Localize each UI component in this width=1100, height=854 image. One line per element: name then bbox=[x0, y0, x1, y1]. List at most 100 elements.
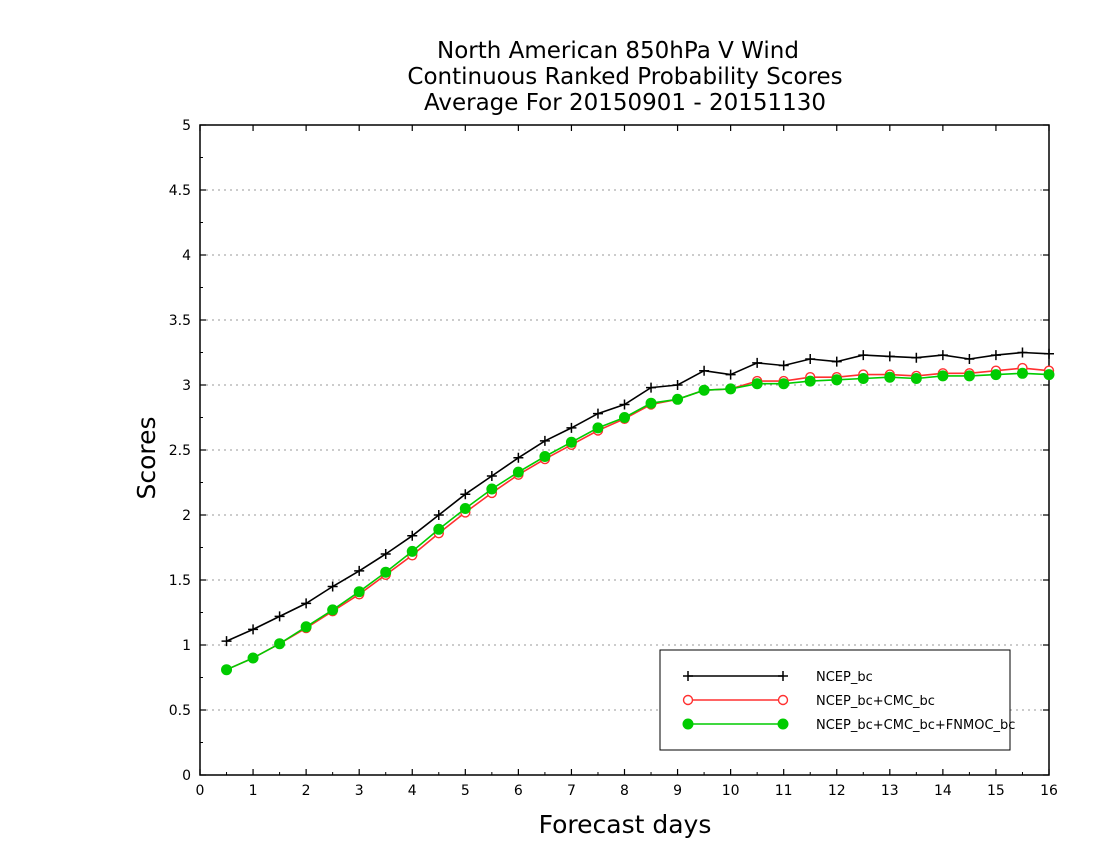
x-axis: 0 1 2 3 4 5 6 7 8 9 10 11 12 13 14 15 16 bbox=[196, 125, 1058, 799]
x-tick-label: 9 bbox=[673, 783, 682, 799]
data-point bbox=[963, 370, 975, 382]
data-point bbox=[512, 466, 524, 478]
data-point bbox=[460, 489, 471, 500]
x-tick-label: 15 bbox=[987, 783, 1005, 799]
legend-label: NCEP_bc bbox=[816, 670, 873, 685]
data-point bbox=[778, 360, 789, 371]
data-point bbox=[619, 399, 630, 410]
data-point bbox=[459, 503, 471, 514]
series-line bbox=[226, 372, 1050, 671]
legend: NCEP_bc NCEP_bc+CMC_bc NCEP_bc+CMC_bc+FNMO… bbox=[659, 649, 1015, 751]
x-tick-label: 3 bbox=[355, 783, 364, 799]
y-tick-label: 1 bbox=[182, 638, 191, 654]
y-tick-label: 3.5 bbox=[169, 313, 191, 329]
data-point bbox=[592, 408, 603, 419]
data-point bbox=[565, 436, 577, 448]
data-point bbox=[221, 664, 233, 676]
legend-marker bbox=[777, 694, 789, 706]
x-tick-label: 2 bbox=[302, 783, 311, 799]
data-point bbox=[380, 549, 391, 559]
data-point bbox=[831, 356, 842, 367]
legend-marker bbox=[683, 671, 693, 681]
data-point bbox=[646, 382, 657, 393]
x-tick-label: 8 bbox=[620, 783, 629, 799]
legend-marker bbox=[682, 718, 694, 730]
data-point bbox=[1017, 347, 1028, 358]
legend-label: NCEP_bc+CMC_bc+FNMOC_bc bbox=[816, 718, 1015, 733]
x-tick-label: 5 bbox=[461, 783, 470, 799]
data-point bbox=[1016, 367, 1028, 379]
chart-title-line-2: Continuous Ranked Probability Scores bbox=[407, 64, 842, 90]
x-tick-label: 13 bbox=[881, 783, 899, 799]
data-point bbox=[353, 586, 365, 598]
gridlines bbox=[200, 189, 1049, 711]
data-point bbox=[699, 365, 710, 376]
series-line bbox=[226, 367, 1050, 671]
y-tick-label: 4 bbox=[182, 248, 191, 264]
data-point bbox=[857, 373, 869, 384]
data-point bbox=[221, 636, 232, 647]
data-point bbox=[327, 581, 338, 592]
y-axis-title: Scores bbox=[132, 416, 161, 499]
data-point bbox=[884, 351, 895, 362]
legend-marker bbox=[778, 671, 788, 681]
data-point bbox=[486, 483, 498, 495]
data-point bbox=[247, 652, 259, 664]
data-point bbox=[619, 412, 630, 423]
data-point bbox=[592, 422, 604, 434]
data-point bbox=[805, 354, 816, 364]
x-tick-label: 7 bbox=[567, 783, 576, 799]
data-point bbox=[804, 375, 816, 387]
data-point bbox=[752, 357, 763, 368]
x-tick-label: 14 bbox=[934, 783, 952, 799]
data-point bbox=[672, 380, 683, 390]
data-point bbox=[274, 638, 286, 650]
legend-label: NCEP_bc+CMC_bc bbox=[816, 694, 935, 709]
data-point bbox=[566, 422, 577, 433]
series-3 bbox=[221, 367, 1055, 676]
chart-title-line-3: Average For 20150901 - 20151130 bbox=[424, 90, 826, 116]
y-tick-label: 2 bbox=[182, 508, 191, 524]
legend-entry-1: NCEP_bc bbox=[683, 670, 873, 685]
data-point bbox=[433, 510, 444, 520]
data-point bbox=[380, 566, 392, 578]
data-point bbox=[407, 530, 418, 541]
data-point bbox=[406, 545, 418, 557]
data-point bbox=[354, 565, 365, 576]
y-tick-label: 2.5 bbox=[169, 443, 191, 459]
data-point bbox=[327, 604, 339, 616]
x-tick-label: 1 bbox=[249, 783, 258, 799]
x-axis-title: Forecast days bbox=[539, 810, 712, 839]
legend-entry-2: NCEP_bc+CMC_bc bbox=[682, 694, 935, 709]
data-point bbox=[513, 452, 524, 463]
y-tick-label: 0.5 bbox=[169, 703, 191, 719]
x-tick-label: 11 bbox=[775, 783, 793, 799]
data-point bbox=[910, 373, 922, 384]
x-tick-label: 16 bbox=[1040, 783, 1058, 799]
data-point bbox=[433, 523, 445, 535]
data-point bbox=[725, 383, 737, 395]
data-point bbox=[300, 621, 312, 633]
data-point bbox=[990, 350, 1001, 361]
data-point bbox=[751, 378, 763, 390]
data-point bbox=[725, 369, 736, 380]
data-point bbox=[911, 352, 922, 363]
data-point bbox=[539, 435, 550, 446]
y-tick-label: 5 bbox=[182, 118, 191, 134]
data-point bbox=[1043, 369, 1055, 381]
data-point bbox=[937, 370, 949, 382]
data-point bbox=[831, 374, 843, 386]
chart-title: North American 850hPa V Wind Continuous … bbox=[407, 38, 842, 116]
legend-entry-3: NCEP_bc+CMC_bc+FNMOC_bc bbox=[682, 718, 1015, 733]
y-tick-label: 0 bbox=[182, 768, 191, 784]
data-point bbox=[672, 393, 684, 405]
data-point bbox=[964, 354, 975, 364]
data-point bbox=[778, 378, 790, 390]
y-axis: 0 0.5 1 1.5 2 2.5 3 3.5 4 4.5 5 bbox=[169, 118, 1049, 784]
data-point bbox=[274, 611, 285, 622]
legend-marker bbox=[682, 694, 694, 706]
data-point bbox=[301, 598, 312, 609]
data-point bbox=[937, 350, 948, 361]
